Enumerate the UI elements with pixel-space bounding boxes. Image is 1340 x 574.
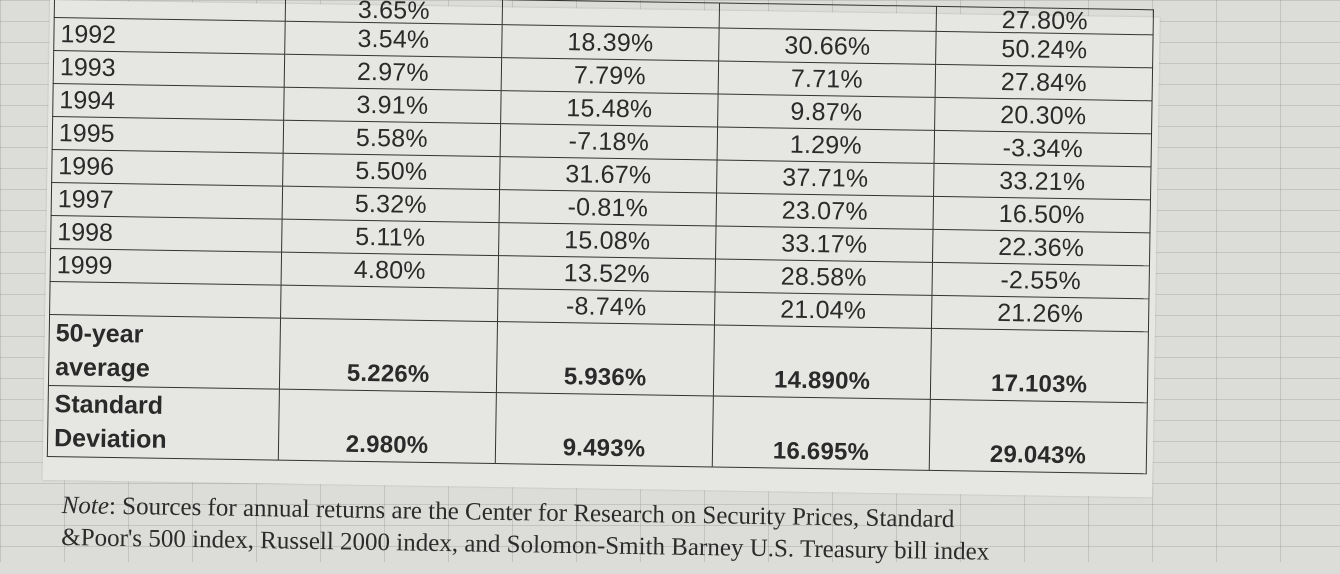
average-value: 5.226% — [279, 318, 498, 393]
year-cell: 1992 — [53, 17, 286, 55]
value-cell: 21.04% — [714, 291, 932, 329]
year-cell: 1998 — [50, 215, 283, 253]
year-cell: 1995 — [52, 116, 284, 154]
value-cell: -3.34% — [934, 130, 1152, 167]
value-cell: -0.81% — [499, 189, 717, 226]
value-cell: 28.58% — [714, 258, 933, 296]
value-cell: 5.32% — [282, 186, 500, 223]
value-cell: 5.50% — [282, 153, 501, 190]
value-cell: -2.55% — [931, 262, 1150, 299]
value-cell: 5.11% — [281, 219, 500, 256]
average-value: 14.890% — [713, 324, 932, 400]
value-cell: 20.30% — [934, 97, 1153, 134]
value-cell: 13.52% — [498, 255, 716, 292]
value-cell: 16.50% — [933, 196, 1151, 233]
value-cell: 22.36% — [932, 229, 1150, 266]
year-cell — [49, 281, 282, 319]
value-cell: 9.87% — [717, 94, 936, 131]
value-cell: 31.67% — [499, 156, 718, 193]
value-cell: 5.58% — [283, 120, 501, 157]
value-cell: 50.24% — [935, 31, 1154, 68]
year-cell: 1996 — [51, 149, 284, 187]
average-label-line-1: 50-year — [55, 319, 144, 349]
value-cell: 33.21% — [933, 163, 1152, 200]
value-cell: 2.97% — [284, 54, 502, 91]
stdev-value: 29.043% — [929, 399, 1148, 474]
value-cell: 7.79% — [501, 57, 719, 95]
value-cell — [502, 0, 720, 29]
average-label-line-2: average — [55, 353, 150, 383]
year-cell: 1994 — [52, 83, 285, 121]
value-cell: 33.17% — [715, 225, 934, 263]
value-cell: 21.26% — [931, 295, 1149, 332]
value-cell: 18.39% — [501, 24, 720, 62]
value-cell: 7.71% — [718, 61, 936, 98]
value-cell: 1.29% — [717, 127, 935, 164]
average-label: 50-year average — [48, 314, 281, 390]
year-cell: 1999 — [50, 248, 282, 286]
stdev-label-line-1: Standard — [54, 390, 164, 420]
value-cell: 27.80% — [936, 6, 1154, 35]
year-cell: 1993 — [53, 50, 285, 88]
value-cell: 37.71% — [716, 159, 935, 197]
year-cell: 1997 — [51, 182, 283, 220]
average-value: 5.936% — [496, 321, 715, 396]
stdev-value: 2.980% — [278, 389, 497, 464]
stdev-value: 16.695% — [712, 395, 931, 471]
value-cell: 27.84% — [935, 64, 1153, 101]
value-cell: -7.18% — [500, 123, 718, 160]
stdev-label-line-2: Deviation — [53, 424, 167, 454]
average-value: 17.103% — [930, 328, 1149, 403]
value-cell: -8.74% — [497, 288, 715, 325]
note-label: Note — [61, 491, 110, 520]
value-cell: 23.07% — [716, 192, 934, 230]
returns-table-panel: 3.65% 27.80% 1992 3.54% 18.39% 30.66% 50.24%… — [42, 0, 1160, 498]
stdev-value: 9.493% — [495, 392, 714, 467]
value-cell — [719, 3, 937, 32]
value-cell: 3.91% — [283, 87, 502, 124]
returns-table: 3.65% 27.80% 1992 3.54% 18.39% 30.66% 50.24%… — [47, 0, 1154, 474]
value-cell: 3.54% — [284, 21, 503, 58]
value-cell — [280, 285, 499, 322]
value-cell: 15.08% — [498, 222, 717, 259]
stdev-label: Standard Deviation — [47, 385, 280, 461]
value-cell: 4.80% — [281, 252, 499, 289]
value-cell: 15.48% — [500, 90, 719, 128]
value-cell: 30.66% — [718, 28, 937, 65]
